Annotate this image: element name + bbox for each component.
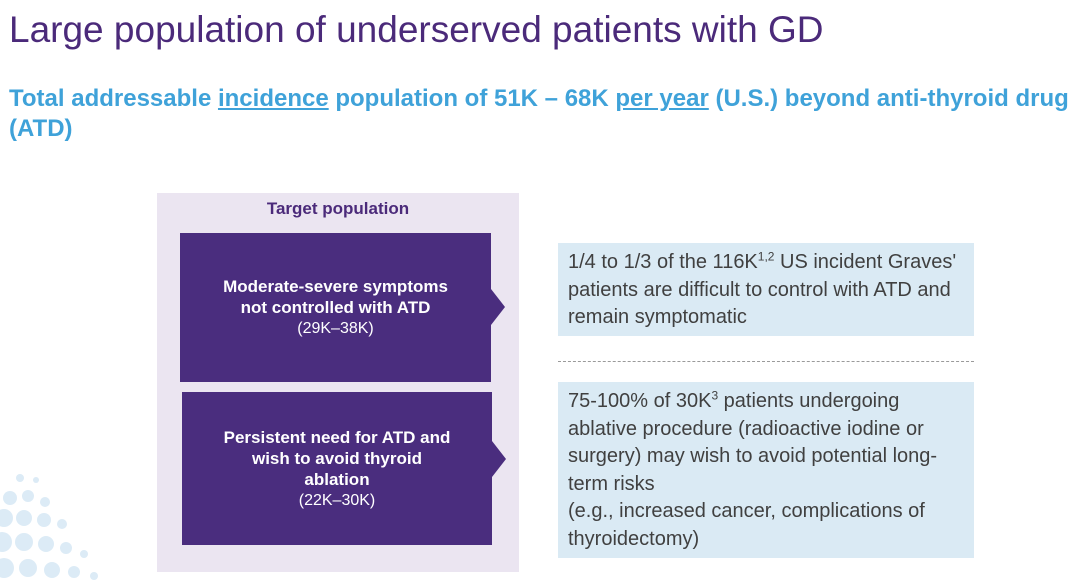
subtitle: Total addressable incidence population o… <box>9 84 1079 144</box>
ablation-line-1: Persistent need for ATD and <box>223 427 451 447</box>
panel-title: Target population <box>266 199 410 218</box>
subtitle-underline-per-year: per year <box>615 85 709 112</box>
info2-text-post: patients undergoing ablative procedure (… <box>568 390 938 495</box>
info2-footnote: 3 <box>711 388 719 403</box>
divider <box>558 361 974 362</box>
symptoms-line-2: not controlled with ATD <box>240 298 431 317</box>
page-title: Large population of underserved patients… <box>9 9 824 50</box>
arrow-right-icon <box>492 441 506 477</box>
info1-text-post: US incident Graves' patients are difficu… <box>568 251 957 328</box>
subtitle-part-3: (U.S.) beyond anti-thyroid drug (ATD) <box>9 85 1069 142</box>
info2-text-pre: 75-100% of 30K <box>568 390 712 412</box>
decorative-dots-icon <box>0 474 98 580</box>
subtitle-part-2: population of 51K – 68K <box>328 85 616 112</box>
info1-footnote: 1,2 <box>757 249 775 264</box>
info1-text-pre: 1/4 to 1/3 of the 116K <box>568 251 758 273</box>
ablation-range: (22K–30K) <box>298 491 376 509</box>
subtitle-part-1: Total addressable <box>9 85 218 112</box>
symptoms-range: (29K–38K) <box>297 320 374 337</box>
info2-example: (e.g., increased cancer, complications o… <box>568 500 925 550</box>
ablation-box: Persistent need for ATD and wish to avoi… <box>182 392 492 545</box>
subtitle-underline-incidence: incidence <box>217 85 329 112</box>
ablation-line-3: ablation <box>304 469 370 489</box>
incident-patients-info: 1/4 to 1/3 of the 116K1,2 US incident Gr… <box>558 243 974 336</box>
ablation-line-2: wish to avoid thyroid <box>251 448 422 468</box>
ablative-patients-info: 75-100% of 30K3 patients undergoing abla… <box>558 382 974 558</box>
arrow-right-icon <box>491 289 505 325</box>
symptoms-box: Moderate-severe symptoms not controlled … <box>180 233 491 382</box>
symptoms-line-1: Moderate-severe symptoms <box>223 277 448 296</box>
